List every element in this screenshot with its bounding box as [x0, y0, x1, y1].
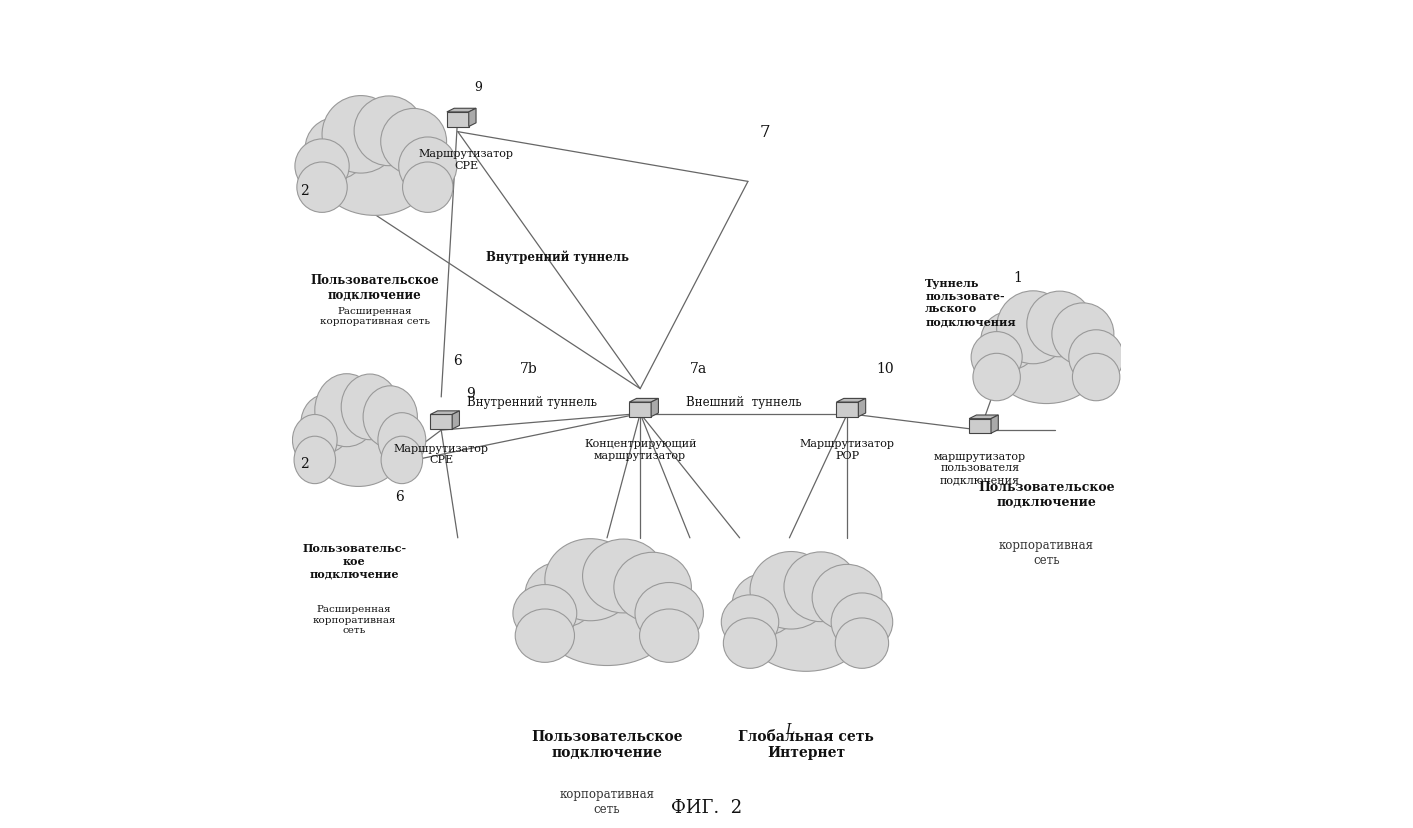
- Ellipse shape: [516, 609, 575, 662]
- Text: Маршрутизатор
POP: Маршрутизатор POP: [800, 439, 894, 460]
- Ellipse shape: [292, 415, 338, 466]
- Polygon shape: [969, 416, 999, 419]
- Ellipse shape: [1027, 291, 1092, 358]
- Ellipse shape: [723, 619, 777, 668]
- Text: Пользовательское
подключение: Пользовательское подключение: [531, 729, 682, 758]
- Ellipse shape: [315, 374, 379, 447]
- Text: ФИГ.  2: ФИГ. 2: [671, 797, 742, 816]
- Ellipse shape: [732, 574, 798, 636]
- Ellipse shape: [812, 565, 882, 630]
- Ellipse shape: [297, 163, 348, 213]
- Text: 6: 6: [396, 490, 404, 503]
- Text: 6: 6: [454, 354, 462, 367]
- Text: 7: 7: [759, 124, 770, 141]
- Ellipse shape: [380, 109, 447, 175]
- Text: Внутренний туннель: Внутренний туннель: [486, 250, 629, 263]
- Ellipse shape: [294, 436, 335, 484]
- Ellipse shape: [640, 609, 699, 662]
- Polygon shape: [858, 399, 866, 417]
- Ellipse shape: [295, 140, 349, 194]
- Ellipse shape: [526, 562, 598, 628]
- Ellipse shape: [746, 587, 866, 672]
- Ellipse shape: [750, 552, 832, 629]
- Text: маршрутизатор
пользователя
подключения: маршрутизатор пользователя подключения: [934, 451, 1026, 484]
- Polygon shape: [629, 399, 658, 402]
- Ellipse shape: [974, 354, 1020, 402]
- Polygon shape: [836, 402, 858, 417]
- Text: 1: 1: [1013, 271, 1022, 284]
- Ellipse shape: [613, 552, 691, 623]
- Polygon shape: [836, 399, 866, 402]
- Ellipse shape: [1072, 354, 1121, 402]
- Ellipse shape: [784, 552, 858, 622]
- Text: корпоративная
сеть: корпоративная сеть: [999, 538, 1094, 566]
- Polygon shape: [447, 113, 469, 128]
- Ellipse shape: [541, 576, 674, 666]
- Ellipse shape: [721, 595, 779, 649]
- Ellipse shape: [513, 585, 577, 643]
- Polygon shape: [447, 109, 476, 113]
- Text: 9: 9: [466, 387, 475, 400]
- Text: Маршрутизатор
CPE: Маршрутизатор CPE: [418, 149, 513, 171]
- Ellipse shape: [301, 395, 352, 453]
- Text: Расширенная
корпоративная
сеть: Расширенная корпоративная сеть: [312, 604, 396, 634]
- Ellipse shape: [403, 163, 454, 213]
- Text: Расширенная
корпоративная сеть: Расширенная корпоративная сеть: [319, 306, 430, 325]
- Text: 10: 10: [876, 362, 893, 375]
- Text: Внутренний туннель: Внутренний туннель: [468, 395, 598, 408]
- Ellipse shape: [355, 97, 424, 166]
- Text: Пользовательское
подключение: Пользовательское подключение: [978, 480, 1115, 508]
- Text: 7a: 7a: [690, 362, 706, 375]
- Ellipse shape: [318, 132, 431, 216]
- Ellipse shape: [322, 96, 400, 174]
- Ellipse shape: [996, 291, 1070, 364]
- Ellipse shape: [398, 137, 456, 196]
- Text: Туннель
пользовате-
льского
подключения: Туннель пользовате- льского подключения: [926, 277, 1016, 327]
- Ellipse shape: [582, 539, 664, 614]
- Ellipse shape: [1068, 330, 1123, 385]
- Text: Пользовательское
подключение: Пользовательское подключение: [311, 273, 439, 301]
- Polygon shape: [469, 109, 476, 128]
- Text: корпоративная
сеть: корпоративная сеть: [560, 787, 654, 815]
- Ellipse shape: [382, 436, 422, 484]
- Text: Внешний  туннель: Внешний туннель: [685, 395, 801, 408]
- Ellipse shape: [305, 118, 367, 181]
- Ellipse shape: [634, 583, 704, 644]
- Polygon shape: [629, 402, 651, 417]
- Ellipse shape: [1051, 304, 1113, 365]
- Text: 2: 2: [300, 184, 309, 197]
- Polygon shape: [991, 416, 999, 434]
- Ellipse shape: [545, 539, 636, 621]
- Ellipse shape: [835, 619, 889, 668]
- Ellipse shape: [363, 387, 417, 448]
- Ellipse shape: [971, 332, 1022, 383]
- Text: 7b: 7b: [520, 362, 537, 375]
- Text: 2: 2: [300, 457, 309, 470]
- Ellipse shape: [993, 325, 1099, 404]
- Text: Глобальная сеть
Интернет: Глобальная сеть Интернет: [738, 729, 873, 758]
- Polygon shape: [969, 419, 991, 434]
- Ellipse shape: [341, 374, 398, 440]
- Polygon shape: [651, 399, 658, 417]
- Text: Концентрирующий
маршрутизатор: Концентрирующий маршрутизатор: [584, 439, 697, 460]
- Polygon shape: [452, 412, 459, 430]
- Polygon shape: [431, 415, 452, 430]
- Text: Маршрутизатор
CPE: Маршрутизатор CPE: [394, 443, 489, 465]
- Text: L: L: [784, 722, 794, 735]
- Ellipse shape: [312, 407, 404, 487]
- Ellipse shape: [377, 413, 425, 468]
- Text: Пользовательс-
кое
подключение: Пользовательс- кое подключение: [302, 542, 407, 579]
- Text: 9: 9: [475, 80, 482, 94]
- Ellipse shape: [831, 593, 893, 652]
- Polygon shape: [431, 412, 459, 415]
- Ellipse shape: [981, 312, 1039, 370]
